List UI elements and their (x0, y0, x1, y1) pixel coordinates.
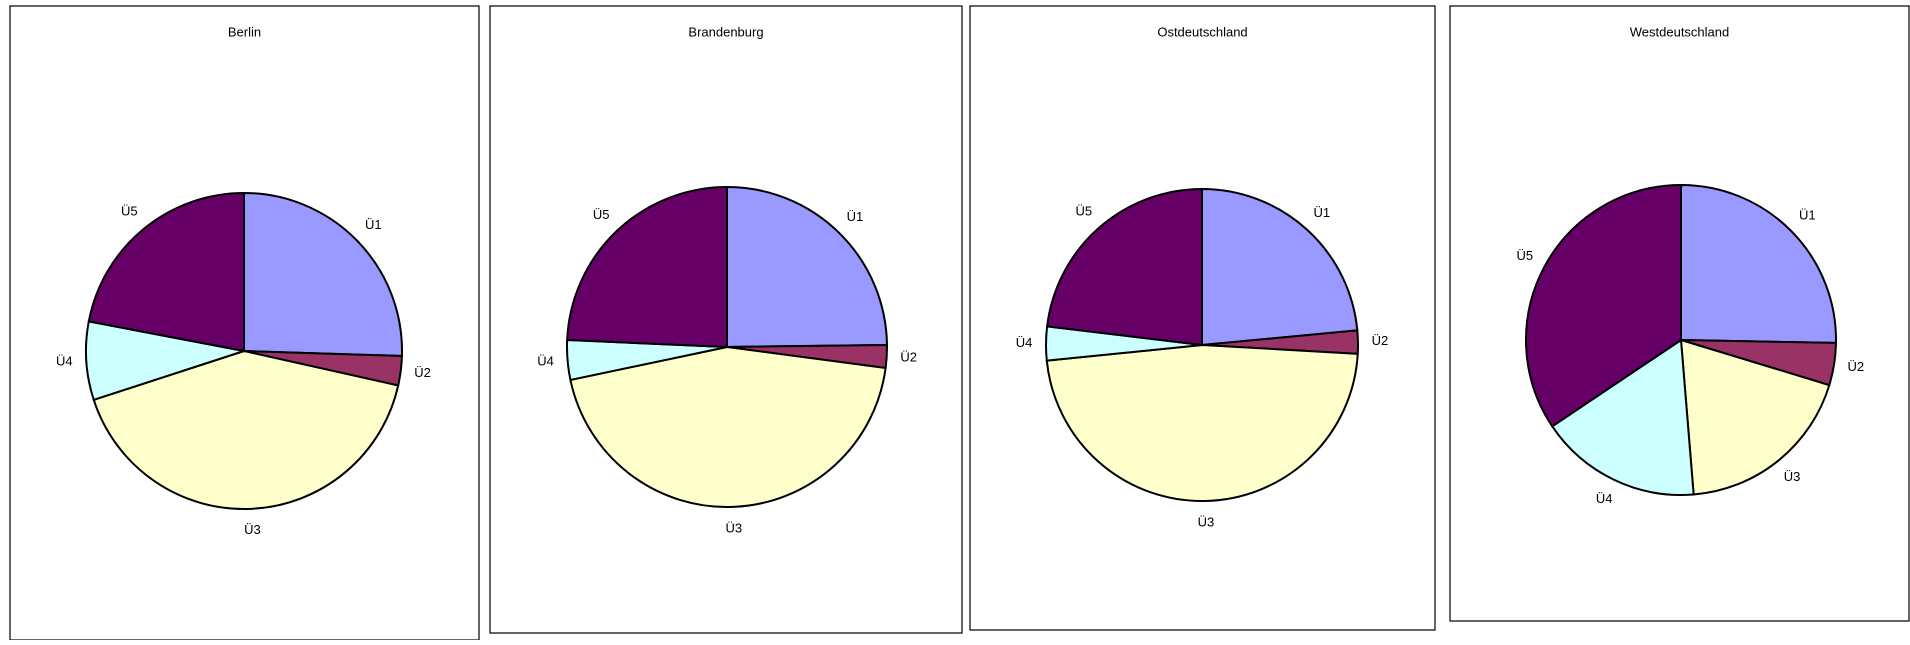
pie-slice (1045, 187, 1203, 347)
pie-slice (87, 191, 245, 353)
slice-label: Ü1 (1799, 207, 1816, 222)
pie-slice (1550, 338, 1695, 496)
pie-slice (726, 185, 889, 349)
pie-slice (566, 185, 728, 349)
slice-label: Ü2 (1372, 333, 1389, 348)
pie-slice (1679, 338, 1831, 496)
chart-title: Brandenburg (688, 24, 763, 39)
pie-slice (569, 345, 887, 508)
slice-label: Ü2 (414, 365, 431, 380)
pie-slice (1201, 187, 1359, 347)
slice-label: Ü2 (1848, 359, 1865, 374)
pie-panel: Westdeutschland Ü1 Ü2 Ü3 Ü4 Ü5 (1449, 5, 1910, 622)
slice-label: Ü5 (1517, 248, 1534, 263)
slice-label: Ü3 (244, 522, 261, 537)
slice-label: Ü4 (537, 353, 554, 368)
pie-panel: Berlin Ü1 Ü2 Ü3 Ü4 Ü5 (9, 5, 480, 641)
pie-slice (1525, 183, 1682, 428)
pie-slice (92, 349, 400, 510)
slice-label: Ü1 (365, 217, 382, 232)
pie-slice (243, 191, 403, 357)
slice-label: Ü1 (847, 209, 864, 224)
slice-label: Ü4 (1596, 491, 1613, 506)
slice-label: Ü3 (1784, 469, 1801, 484)
slice-label: Ü5 (593, 207, 610, 222)
chart-title: Westdeutschland (1630, 24, 1730, 39)
pie-slice (1680, 183, 1837, 344)
slice-label: Ü2 (900, 349, 917, 364)
pie-slice (1045, 343, 1359, 502)
slice-label: Ü5 (1076, 203, 1093, 218)
pie-panel: Ostdeutschland Ü1 Ü2 Ü3 Ü4 Ü5 (969, 5, 1436, 631)
slice-label: Ü3 (1198, 514, 1215, 529)
slice-label: Ü4 (1016, 335, 1033, 350)
slice-label: Ü1 (1313, 205, 1330, 220)
chart-title: Berlin (228, 24, 261, 39)
slice-label: Ü5 (121, 204, 138, 219)
chart-title: Ostdeutschland (1157, 24, 1247, 39)
slice-label: Ü3 (726, 520, 743, 535)
pie-panel: Brandenburg Ü1 Ü2 Ü3 Ü4 Ü5 (489, 5, 963, 634)
slice-label: Ü4 (56, 354, 73, 369)
